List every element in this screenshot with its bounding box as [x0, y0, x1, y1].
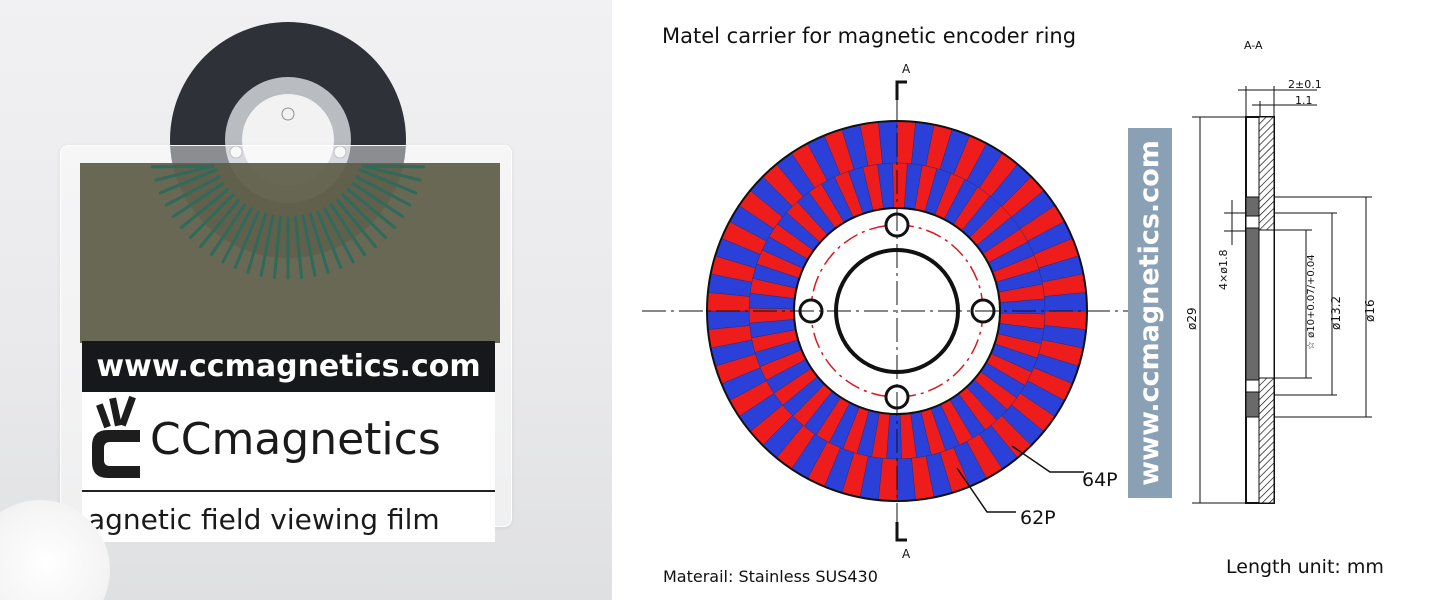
- drawing-title: Matel carrier for magnetic encoder ring: [662, 24, 1077, 48]
- film-field-line: [346, 187, 397, 230]
- film-field-line: [301, 215, 317, 277]
- film-field-line: [294, 216, 304, 279]
- film-field-line: [159, 168, 218, 195]
- film-field-line: [151, 164, 213, 169]
- card-divider: [82, 490, 495, 492]
- film-field-line: [198, 198, 241, 249]
- film-field-line: [341, 193, 388, 240]
- watermark-box: [1128, 128, 1172, 498]
- url-banner-text: www.ccmagnetics.com: [96, 349, 481, 384]
- film-label: agnetic field viewing film: [88, 503, 440, 536]
- magnetic-pole-ring: [706, 120, 1088, 502]
- viewing-film: [80, 163, 500, 343]
- film-field-line: [361, 164, 422, 182]
- film-field-line: [179, 187, 230, 230]
- film-field-line: [329, 203, 367, 257]
- film-field-line: [335, 198, 378, 249]
- inner-pole-count: 62P: [1020, 507, 1056, 529]
- watermark-text: www.ccmagnetics.com: [1134, 140, 1165, 486]
- film-field-line: [164, 175, 221, 207]
- dim-outer-diameter: ø29: [1185, 307, 1199, 330]
- film-field-line: [188, 193, 235, 240]
- film-field-line: [154, 164, 215, 182]
- section-letter-top: A: [902, 62, 911, 76]
- film-field-line: [259, 215, 275, 277]
- leader-outer-poles: [1011, 445, 1084, 473]
- film-field-line: [355, 175, 412, 207]
- leader-inner-poles: [956, 467, 1016, 513]
- dim-hole-pattern: 4×ø1.8: [1217, 250, 1230, 290]
- material-note: Materail: Stainless SUS430: [663, 567, 878, 586]
- technical-drawing: A A 64P 62P A-A: [642, 39, 1377, 561]
- film-field-line: [351, 181, 405, 219]
- length-unit-note: Length unit: mm: [1226, 556, 1384, 578]
- film-field-line: [358, 168, 417, 195]
- section-mark-bottom: [895, 522, 907, 542]
- film-field-line: [363, 164, 425, 169]
- film-field-line: [209, 203, 247, 257]
- product-photo: www.ccmagnetics.com CCmagnetics agnetic …: [0, 0, 612, 600]
- outer-pole-count: 64P: [1082, 469, 1118, 491]
- film-field-line: [246, 213, 267, 274]
- magnet-logo-icon: [92, 395, 140, 478]
- dim-bore-diameter: ☆ ø10+0.07/+0.04: [1306, 254, 1317, 350]
- film-field-line: [171, 181, 225, 219]
- film-field-line: [316, 210, 343, 269]
- film-field-line: [323, 207, 355, 264]
- film-field-line: [233, 210, 260, 269]
- dim-pitch-circle: ø13.2: [1329, 296, 1343, 330]
- film-field-line: [309, 213, 330, 274]
- section-letter-bottom: A: [902, 547, 911, 561]
- url-banner: [82, 341, 495, 392]
- dim-thickness-ring: 1.1: [1295, 94, 1313, 107]
- section-mark-top: [895, 80, 907, 100]
- dim-thickness-total: 2±0.1: [1288, 78, 1322, 91]
- label-card: [82, 392, 495, 542]
- dimension-lines: [1192, 86, 1372, 504]
- section-view-label: A-A: [1244, 39, 1263, 52]
- section-view: [1245, 116, 1275, 504]
- film-field-line: [221, 207, 253, 264]
- film-field-line: [272, 216, 282, 279]
- dim-ring-inner-diameter: ø16: [1363, 299, 1377, 322]
- brand-name: CCmagnetics: [150, 414, 441, 465]
